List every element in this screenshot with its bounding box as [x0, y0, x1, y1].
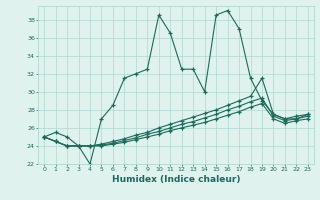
X-axis label: Humidex (Indice chaleur): Humidex (Indice chaleur) [112, 175, 240, 184]
